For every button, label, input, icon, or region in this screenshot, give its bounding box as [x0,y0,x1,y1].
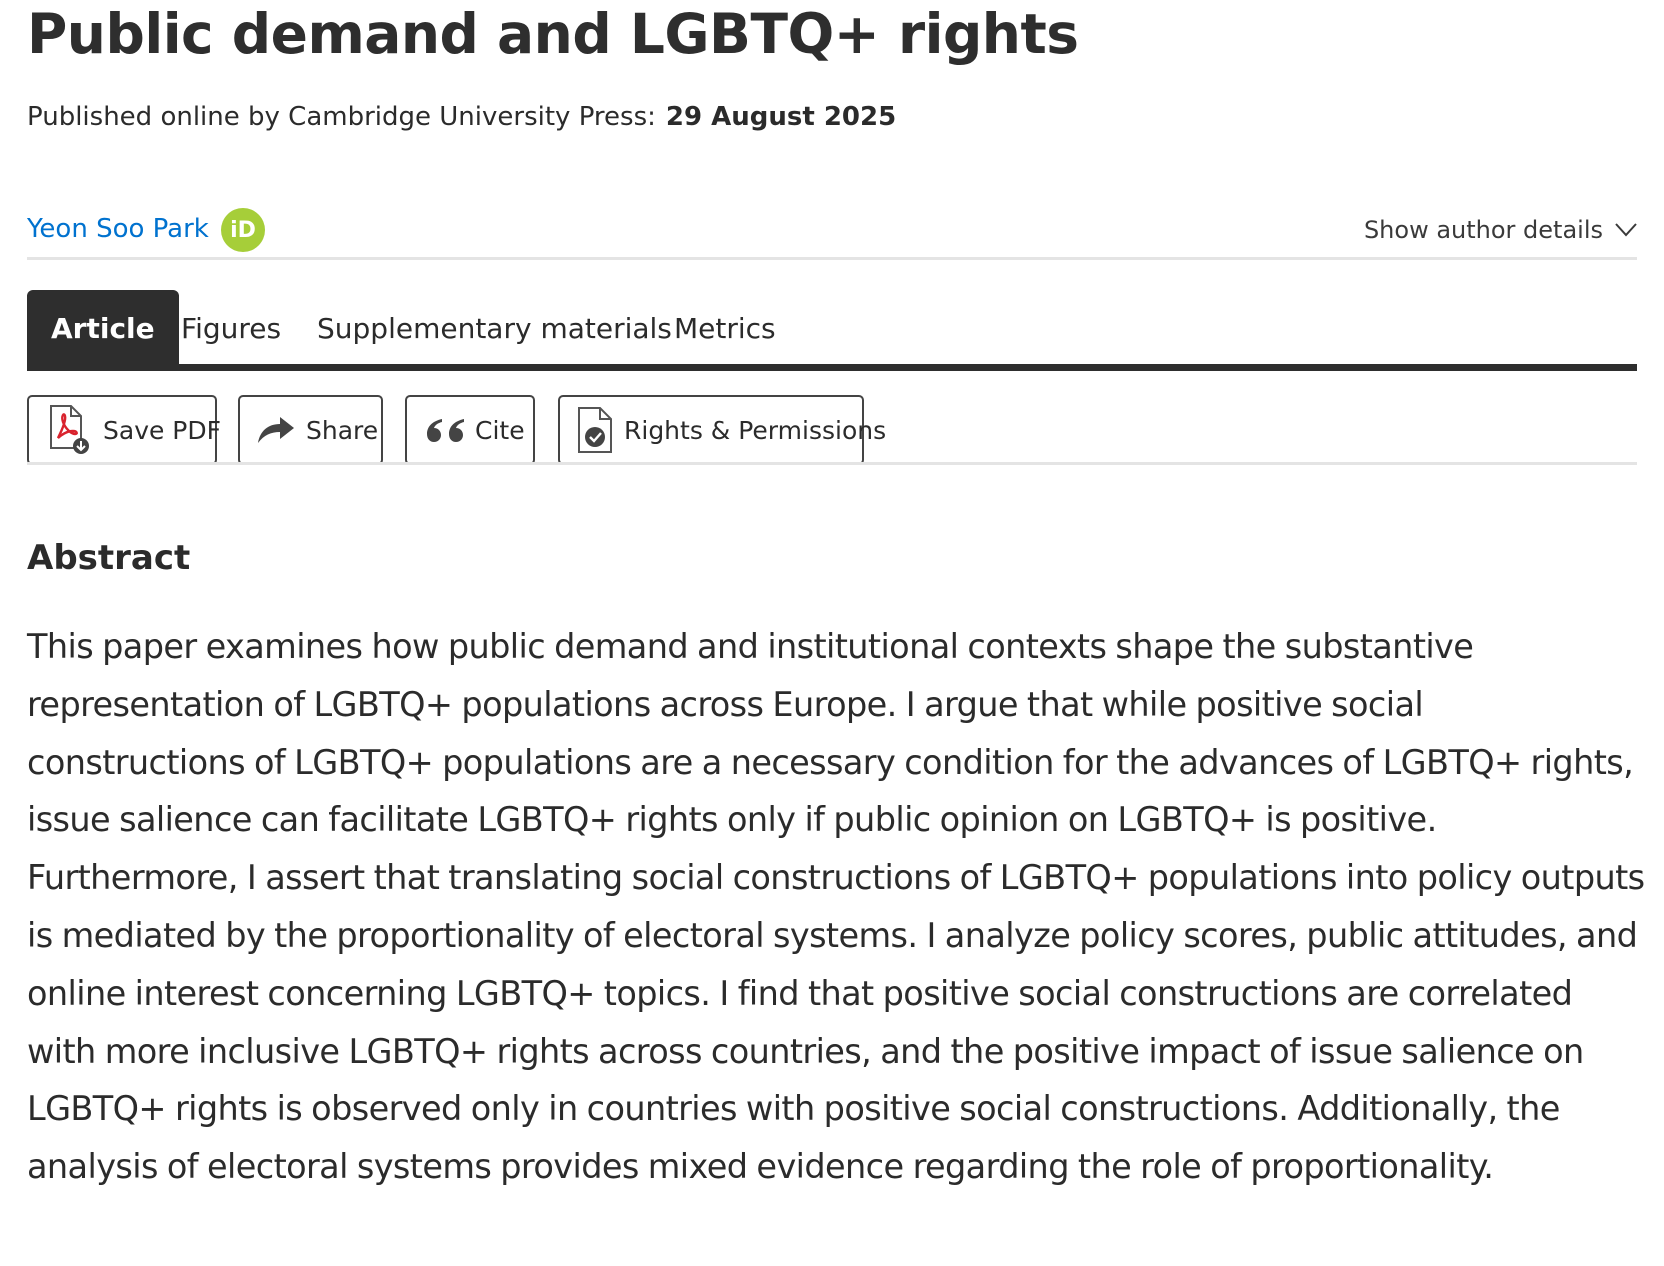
tab-figures[interactable]: Figures [181,311,282,345]
tab-metrics[interactable]: Metrics [674,311,776,345]
article-title: Public demand and LGBTQ+ rights [27,2,1079,66]
pdf-download-icon [50,405,89,454]
cite-button[interactable]: Cite [405,395,535,465]
share-button[interactable]: Share [238,395,383,465]
save-pdf-label: Save PDF [103,415,222,445]
author-name-link[interactable]: Yeon Soo Park [27,214,209,244]
tab-underline [27,364,1637,371]
publication-info: Published online by Cambridge University… [27,102,896,132]
cite-label: Cite [475,415,525,445]
published-date: 29 August 2025 [665,102,897,132]
abstract-text: This paper examines how public demand an… [27,627,1645,1187]
orcid-icon[interactable]: iD [221,208,265,252]
save-pdf-button[interactable]: Save PDF [27,395,221,465]
share-arrow-icon [258,417,294,443]
tab-supplementary-materials[interactable]: Supplementary materials [317,311,672,345]
author-row: Yeon Soo Park iD Show author details [27,208,1637,252]
divider-top [27,257,1637,260]
article-tabs: Article Figures Supplementary materials … [27,290,1637,371]
abstract-heading: Abstract [27,538,191,578]
quote-icon [427,419,464,442]
rights-permissions-label: Rights & Permissions [624,415,887,445]
show-author-details-toggle[interactable]: Show author details [1364,216,1637,244]
document-check-icon [578,407,612,453]
tab-article[interactable]: Article [27,290,179,366]
published-label: Published online by Cambridge University… [27,102,656,132]
show-author-details-label: Show author details [1363,216,1603,244]
divider-bottom [27,462,1637,465]
share-label: Share [306,415,379,445]
chevron-down-icon [1615,223,1637,237]
rights-permissions-button[interactable]: Rights & Permissions [558,395,886,465]
